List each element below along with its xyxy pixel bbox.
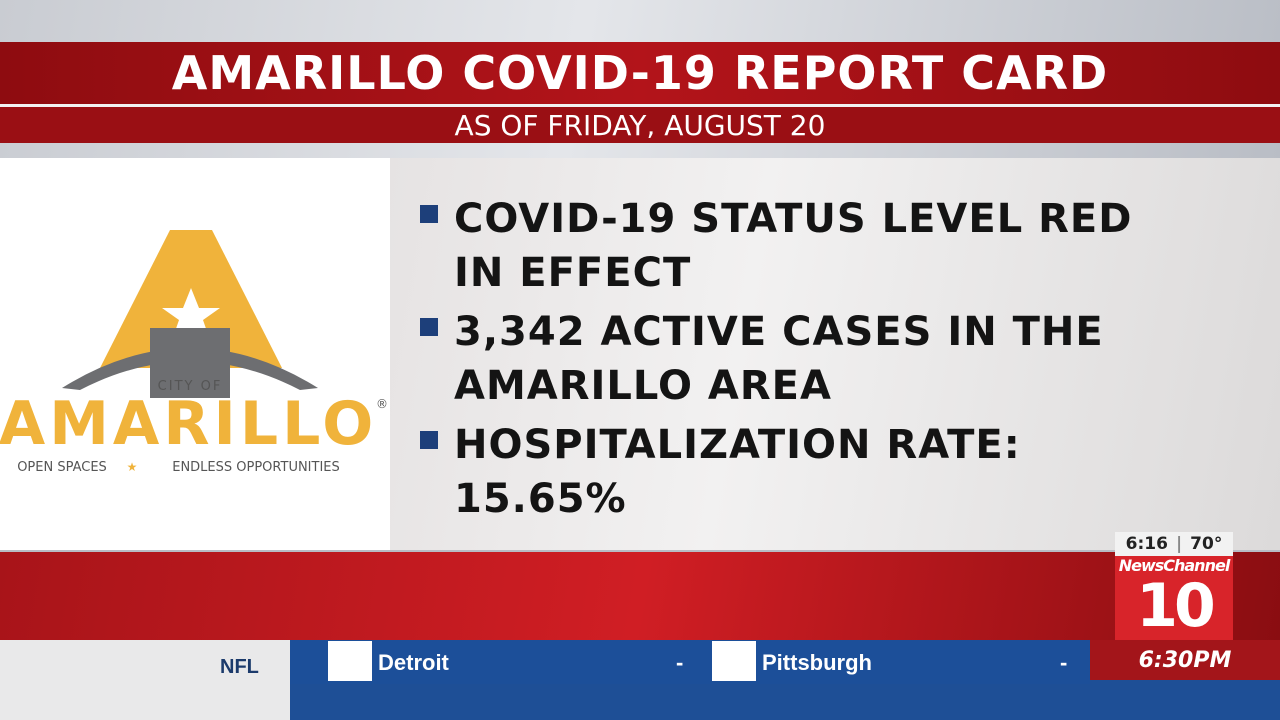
team-name: Detroit [378, 650, 449, 675]
station: NewsChannel [1118, 556, 1231, 575]
ticker-bar [290, 640, 1090, 684]
station-number: 10 [1136, 571, 1216, 641]
temperature: 70° [1190, 534, 1223, 554]
bullet: HOSPITALIZATION RATE: 15.65% [418, 418, 1194, 526]
league: NFL [220, 656, 259, 678]
time-temp: 6:16 | 70° [1115, 532, 1233, 556]
divider [0, 104, 1280, 107]
team-logo [328, 641, 372, 681]
logo: CITY OF AMARILLO ® OPEN SPACES ★ ENDLESS… [0, 230, 388, 475]
logo-tagline: OPEN SPACES [17, 460, 107, 475]
logo-registered: ® [376, 397, 388, 411]
station-bug: 6:16 | 70° NewsChannel 10 [1115, 532, 1233, 640]
team-logo [712, 641, 756, 681]
bug-panel: NewsChannel 10 [1115, 556, 1233, 640]
content-panel [390, 158, 1280, 550]
team-name: Pittsburgh [762, 650, 872, 675]
bullet: 3,342 ACTIVE CASES IN THE AMARILLO AREA [418, 305, 1194, 413]
red-band [0, 552, 1280, 642]
game-time: 6:30PM [1138, 647, 1232, 673]
time: 6:16 [1125, 534, 1168, 554]
subtitle: AS OF FRIDAY, AUGUST 20 [454, 108, 826, 142]
logo-name: AMARILLO [0, 389, 377, 459]
subtitle-bar: AS OF FRIDAY, AUGUST 20 [0, 107, 1280, 143]
logo-city-of: CITY OF [158, 379, 223, 394]
score: - [1060, 650, 1068, 675]
bullet: COVID-19 STATUS LEVEL RED IN EFFECT [418, 192, 1194, 300]
logo-tagline: ENDLESS OPPORTUNITIES [172, 460, 340, 475]
logo-tagline-star: ★ [127, 460, 138, 474]
game-time-box: 6:30PM [1090, 640, 1280, 680]
title-bar: AMARILLO COVID-19 REPORT CARD [0, 42, 1280, 104]
logo-arch [62, 348, 318, 390]
logo-box: CITY OF AMARILLO ® OPEN SPACES ★ ENDLESS… [0, 158, 390, 550]
title: AMARILLO COVID-19 REPORT CARD [171, 46, 1109, 100]
logo-star [162, 288, 220, 340]
separator: | [1175, 534, 1183, 554]
score: - [676, 650, 684, 675]
logo-base [150, 328, 230, 398]
ticker-league: NFL [0, 640, 290, 720]
